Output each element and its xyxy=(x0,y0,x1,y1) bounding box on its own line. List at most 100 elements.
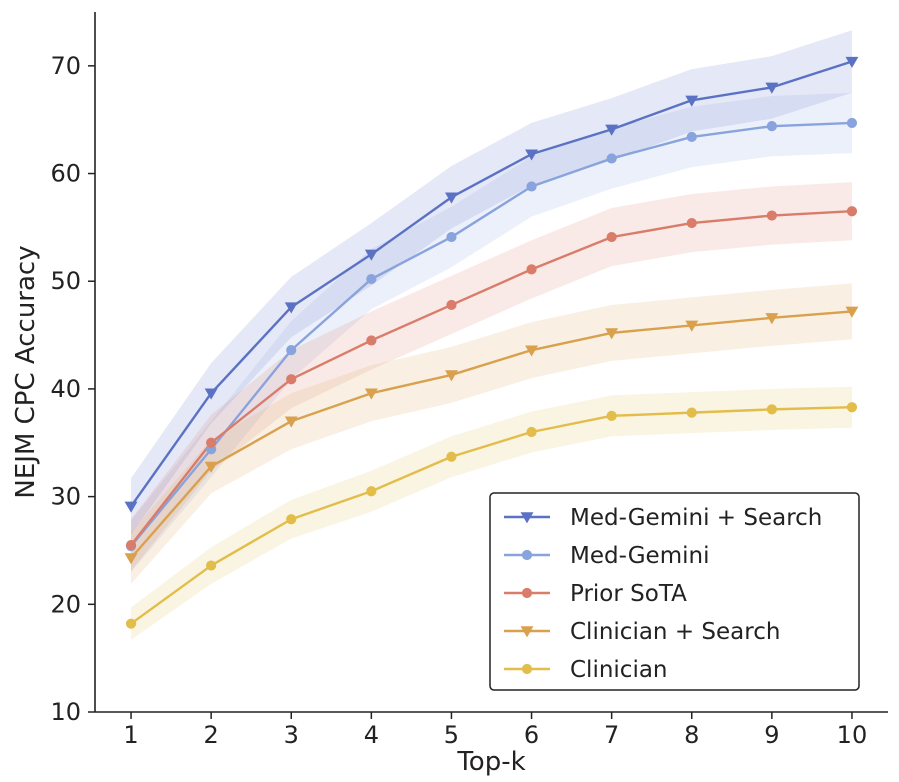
x-tick-label: 9 xyxy=(764,721,779,749)
data-point xyxy=(366,486,377,497)
legend-label: Med-Gemini xyxy=(570,543,709,569)
confidence-band xyxy=(131,92,852,573)
data-point xyxy=(526,426,537,438)
confidence-band xyxy=(131,386,852,640)
data-point xyxy=(846,206,858,217)
data-point xyxy=(766,210,777,221)
confidence-band xyxy=(131,283,852,584)
legend-box xyxy=(489,492,860,691)
data-point xyxy=(284,302,298,314)
legend-item: Prior SoTA xyxy=(504,581,687,607)
y-tick-label: 70 xyxy=(50,52,81,80)
data-point xyxy=(364,249,378,261)
data-point xyxy=(444,370,458,382)
x-tick-label: 4 xyxy=(364,721,379,749)
x-tick-label: 2 xyxy=(204,721,219,749)
data-point xyxy=(685,95,699,107)
data-point xyxy=(765,82,779,94)
legend-item: Clinician + Search xyxy=(504,619,780,645)
legend-marker xyxy=(521,549,533,561)
x-tick-label: 10 xyxy=(837,721,868,749)
data-point xyxy=(204,388,218,400)
y-tick-label: 20 xyxy=(50,590,81,618)
data-point xyxy=(605,124,619,136)
axes xyxy=(94,12,888,713)
data-point xyxy=(446,451,457,462)
legend-marker xyxy=(521,587,533,599)
data-point xyxy=(125,539,137,551)
data-point xyxy=(606,153,617,164)
series-line xyxy=(130,310,853,559)
data-point xyxy=(606,231,617,243)
series-line xyxy=(130,60,853,508)
data-point xyxy=(765,313,779,325)
legend-label: Clinician xyxy=(570,657,668,683)
x-tick-label: 3 xyxy=(284,721,299,749)
data-point xyxy=(286,345,297,356)
y-tick-label: 30 xyxy=(50,483,81,511)
data-point xyxy=(605,328,619,340)
y-tick-label: 60 xyxy=(50,160,81,188)
data-point xyxy=(606,410,617,421)
data-point xyxy=(286,374,297,385)
data-point xyxy=(526,264,537,275)
series-markers xyxy=(124,56,859,629)
legend-label: Med-Gemini + Search xyxy=(570,505,822,531)
x-axis-ticks: 1 2 3 4 5 6 7 8 9 10 xyxy=(123,712,867,749)
data-point xyxy=(446,231,457,243)
data-point xyxy=(686,407,697,418)
data-point xyxy=(124,553,138,565)
y-axis-label: NEJM CPC Accuracy xyxy=(11,245,41,498)
x-tick-label: 7 xyxy=(604,721,619,749)
data-point xyxy=(364,388,378,400)
data-point xyxy=(526,181,537,192)
data-point xyxy=(846,402,858,413)
x-axis-label: Top-k xyxy=(456,747,525,777)
series-line xyxy=(130,406,852,625)
data-point xyxy=(525,345,539,357)
data-point xyxy=(444,192,458,204)
series-line xyxy=(130,121,853,547)
legend-item: Med-Gemini + Search xyxy=(504,505,822,531)
legend-marker xyxy=(520,626,534,638)
x-tick-label: 6 xyxy=(524,721,539,749)
legend-label: Prior SoTA xyxy=(570,581,687,607)
legend-marker xyxy=(520,512,534,524)
data-point xyxy=(204,461,218,473)
data-point xyxy=(446,299,457,311)
data-point xyxy=(124,501,138,513)
data-point xyxy=(125,618,137,629)
x-tick-label: 5 xyxy=(444,721,459,749)
confidence-bands xyxy=(131,30,852,640)
confidence-band xyxy=(131,182,852,571)
data-point xyxy=(366,273,377,285)
legend-marker xyxy=(521,663,533,675)
data-point xyxy=(766,404,777,415)
data-point xyxy=(686,217,697,229)
y-tick-label: 40 xyxy=(50,375,81,403)
data-point xyxy=(685,320,699,332)
confidence-band xyxy=(131,30,852,535)
data-point xyxy=(845,56,859,68)
y-tick-label: 50 xyxy=(50,267,81,295)
series-lines xyxy=(130,60,853,625)
legend: Med-Gemini + Search Med-Gemini Prior SoTA C… xyxy=(489,492,860,691)
y-tick-label: 10 xyxy=(50,698,81,726)
data-point xyxy=(525,149,539,161)
x-tick-label: 1 xyxy=(123,721,138,749)
data-point xyxy=(284,416,298,428)
legend-item: Clinician xyxy=(504,657,668,683)
data-point xyxy=(366,335,377,346)
data-point xyxy=(766,121,777,132)
data-point xyxy=(846,117,858,129)
data-point xyxy=(286,514,297,525)
data-point xyxy=(206,437,217,448)
data-point xyxy=(206,560,217,571)
y-axis-ticks: 10 20 30 40 50 60 70 xyxy=(50,52,95,726)
series-line xyxy=(130,210,853,546)
data-point xyxy=(845,306,859,318)
x-tick-label: 8 xyxy=(684,721,699,749)
legend-items: Med-Gemini + Search Med-Gemini Prior SoTA C… xyxy=(504,505,822,683)
